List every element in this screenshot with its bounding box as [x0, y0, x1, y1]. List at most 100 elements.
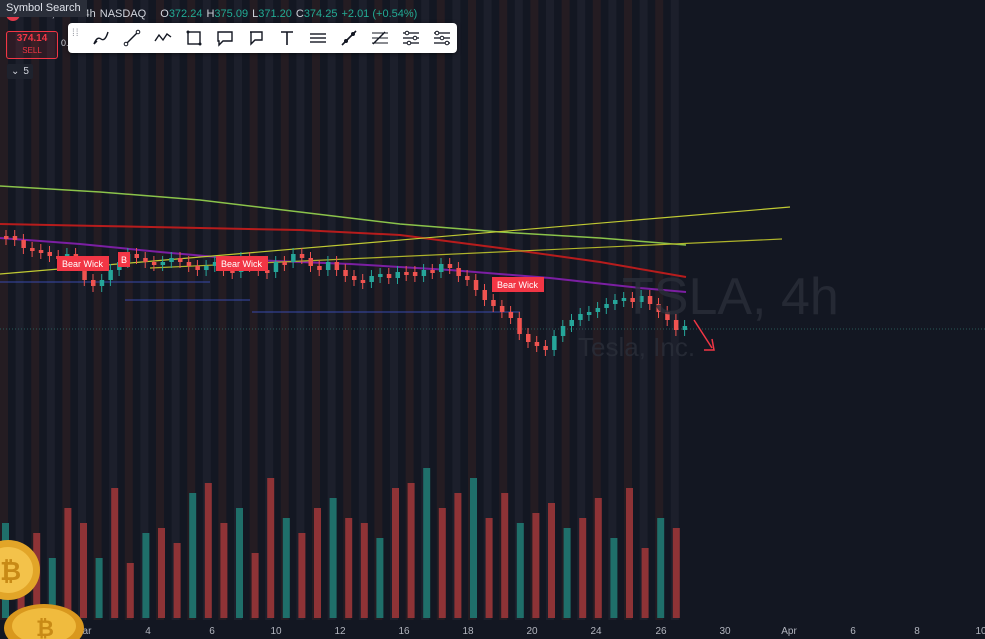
session-band	[468, 0, 476, 620]
candle-body	[543, 346, 548, 350]
volume-bar	[158, 528, 165, 618]
session-bands	[0, 0, 679, 620]
session-band	[171, 0, 180, 620]
candle-body	[204, 266, 209, 270]
candle-body	[134, 254, 139, 258]
rectangle-icon	[186, 30, 202, 46]
trend-line-icon	[124, 29, 141, 47]
candle-body	[595, 308, 601, 312]
candle-body	[291, 254, 296, 262]
candle-body	[178, 258, 183, 262]
candle-body	[534, 342, 540, 346]
parallel-lines-tool[interactable]	[302, 26, 333, 50]
polyline-tool[interactable]	[148, 26, 179, 50]
time-axis-label: 10	[975, 626, 985, 637]
spread-label: 0.	[61, 38, 69, 48]
time-axis-label: 10	[270, 626, 282, 637]
session-band	[296, 0, 305, 620]
session-band	[202, 0, 211, 620]
session-band	[390, 0, 398, 620]
candle-body	[360, 280, 366, 283]
time-axis-label: 6	[209, 626, 215, 637]
volume-bar	[501, 493, 509, 618]
candle-body	[47, 252, 52, 256]
candle-body	[308, 258, 313, 266]
watermark: TSLA, 4h Tesla, Inc.	[578, 268, 839, 362]
candle-body	[508, 312, 514, 318]
sell-button[interactable]: 374.14 SELL	[6, 31, 58, 59]
watermark-ticker: TSLA, 4h	[622, 268, 839, 326]
session-band	[483, 0, 492, 620]
session-band	[514, 0, 523, 620]
session-band	[140, 0, 149, 620]
volume-bar	[454, 493, 462, 618]
volume-bar	[407, 483, 415, 618]
session-band	[78, 0, 86, 620]
candle-body	[378, 274, 383, 277]
time-axis-label: 24	[590, 626, 602, 637]
ray-tool[interactable]	[333, 26, 364, 50]
watermark-name: Tesla, Inc.	[578, 332, 695, 362]
session-band	[577, 0, 586, 620]
volume-bar	[423, 468, 431, 618]
fib-extension-tool[interactable]	[426, 26, 457, 50]
fib-retracement-icon	[371, 31, 388, 45]
rectangle-tool[interactable]	[179, 26, 210, 50]
candle-body	[299, 254, 305, 258]
candle-body	[586, 312, 592, 315]
volume-bar	[95, 558, 103, 618]
candle-body	[212, 262, 218, 266]
drag-handle-icon[interactable]: ⁞⁞	[72, 28, 80, 39]
candle-body	[30, 248, 35, 251]
candle-body	[647, 296, 653, 304]
text-tool[interactable]	[272, 26, 303, 50]
ma-red-line	[0, 223, 687, 278]
volume-bar	[516, 523, 524, 618]
high-label: H	[206, 8, 215, 20]
fib-extension-icon	[433, 30, 450, 46]
exchange-label: NASDAQ	[99, 8, 147, 20]
ma-purple-line	[0, 237, 687, 293]
time-axis-label: 30	[719, 626, 731, 637]
fib-channel-icon	[402, 30, 419, 46]
candle-body	[386, 274, 392, 278]
candle-body	[143, 258, 148, 262]
trend-line-tool[interactable]	[117, 26, 148, 50]
candle-body	[412, 272, 418, 276]
session-band	[187, 0, 196, 620]
callout-tool[interactable]	[210, 26, 241, 50]
candle-body	[578, 314, 583, 320]
candle-body	[151, 262, 157, 265]
volume-bar	[392, 488, 399, 618]
volume-bar	[657, 518, 665, 618]
session-band	[31, 0, 40, 620]
volume-bar	[329, 498, 337, 618]
timeframe-label[interactable]: 4h	[83, 8, 96, 20]
session-band	[280, 0, 289, 620]
annotation-bg	[57, 256, 109, 271]
volume-bar	[485, 518, 493, 618]
candle-body	[482, 290, 487, 300]
session-band	[15, 0, 24, 620]
candle-body	[621, 298, 627, 301]
comment-tool[interactable]	[241, 26, 272, 50]
candle-body	[569, 320, 574, 326]
session-band	[436, 0, 445, 620]
candle-body	[21, 240, 26, 248]
indicators-toggle[interactable]: ⌄ 5	[7, 64, 33, 79]
candle-body	[499, 306, 505, 312]
session-band	[670, 0, 679, 620]
session-band	[530, 0, 539, 620]
fib-channel-tool[interactable]	[395, 26, 426, 50]
annotation-bg	[216, 256, 268, 271]
svg-text:₿: ₿	[0, 556, 21, 586]
candle-body	[430, 270, 435, 273]
time-axis-label: 6	[850, 626, 856, 637]
brush-tool[interactable]	[86, 26, 117, 50]
fib-retracement-tool[interactable]	[364, 26, 395, 50]
session-band	[93, 0, 102, 620]
forecast-arrow-icon	[693, 319, 715, 351]
candle-body	[673, 320, 679, 330]
volume-bar	[672, 528, 680, 618]
